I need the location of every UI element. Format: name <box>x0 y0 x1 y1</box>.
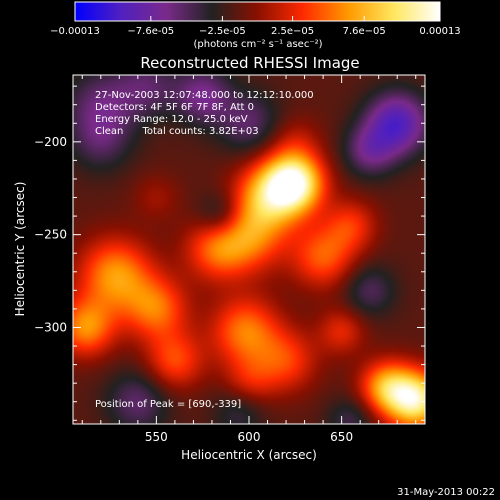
x-tick-label: 600 <box>238 430 261 444</box>
annotation-energy-range: Energy Range: 12.0 - 25.0 keV <box>95 114 248 125</box>
y-tick-label: −300 <box>34 320 67 334</box>
colorbar-tick-label: 0.00013 <box>419 26 460 37</box>
colorbar: −0.00013 −7.6e-05 −2.5e-05 2.5e−05 7.6e−05 0.… <box>50 1 461 50</box>
colorbar-strip <box>74 1 441 22</box>
axes: 550 600 650 −200 −250 −300 <box>34 75 425 444</box>
colorbar-unit-label: (photons cm⁻² s⁻¹ asec⁻²) <box>193 39 322 50</box>
annotation-clean-counts: Clean Total counts: 3.82E+03 <box>95 126 259 137</box>
x-tick-label: 650 <box>330 430 353 444</box>
info-annotations: 27-Nov-2003 12:07:48.000 to 12:12:10.000… <box>95 90 314 137</box>
colorbar-tick-label: 7.6e−05 <box>343 26 386 37</box>
peak-position-label: Position of Peak = [690,-339] <box>95 399 241 410</box>
y-tick-label: −250 <box>34 228 67 242</box>
colorbar-tick-label: 2.5e−05 <box>271 26 314 37</box>
y-axis-label: Heliocentric Y (arcsec) <box>13 182 27 317</box>
heatmap-image <box>72 74 426 425</box>
chart-title: Reconstructed RHESSI Image <box>140 54 359 72</box>
heatmap-raster <box>73 75 425 424</box>
y-tick-label: −200 <box>34 135 67 149</box>
annotation-detectors: Detectors: 4F 5F 6F 7F 8F, Att 0 <box>95 102 254 113</box>
colorbar-tick-label: −0.00013 <box>50 26 100 37</box>
annotation-time-range: 27-Nov-2003 12:07:48.000 to 12:12:10.000 <box>95 90 314 101</box>
x-axis-label: Heliocentric X (arcsec) <box>181 448 317 462</box>
colorbar-tick-label: −7.6e-05 <box>127 26 174 37</box>
colorbar-tick-label: −2.5e-05 <box>199 26 246 37</box>
x-tick-label: 550 <box>145 430 168 444</box>
footer-date: 31-May-2013 00:22 <box>397 487 495 498</box>
colorbar-ticks: −0.00013 −7.6e-05 −2.5e-05 2.5e−05 7.6e−05 0.… <box>50 16 461 37</box>
